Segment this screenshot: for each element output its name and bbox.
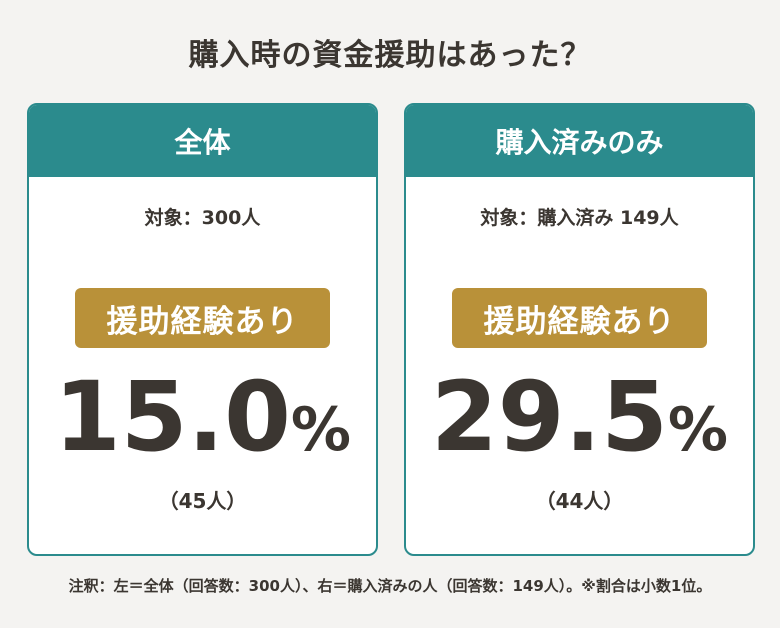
card-badge: 援助経験あり	[452, 288, 707, 348]
card-target: 対象：購入済み 149人	[480, 207, 679, 229]
card-value: 15.0%	[54, 361, 351, 473]
value-unit: %	[667, 395, 728, 465]
card-count: （45人）	[158, 489, 247, 513]
card-count: （44人）	[535, 489, 624, 513]
footnote: 注釈：左＝全体（回答数：300人）、右＝購入済みの人（回答数：149人）。※割合…	[68, 577, 712, 595]
page-title: 購入時の資金援助はあった？	[188, 38, 592, 73]
card-badge: 援助経験あり	[75, 288, 330, 348]
value-unit: %	[290, 395, 351, 465]
card-value: 29.5%	[431, 361, 728, 473]
card-title: 購入済みのみ	[406, 105, 753, 177]
card-target: 対象：300人	[144, 207, 261, 229]
card-title: 全体	[29, 105, 376, 177]
card: 購入済みのみ 対象：購入済み 149人 援助経験あり 29.5% （44人）	[404, 103, 755, 556]
card: 全体 対象：300人 援助経験あり 15.0% （45人）	[27, 103, 378, 556]
